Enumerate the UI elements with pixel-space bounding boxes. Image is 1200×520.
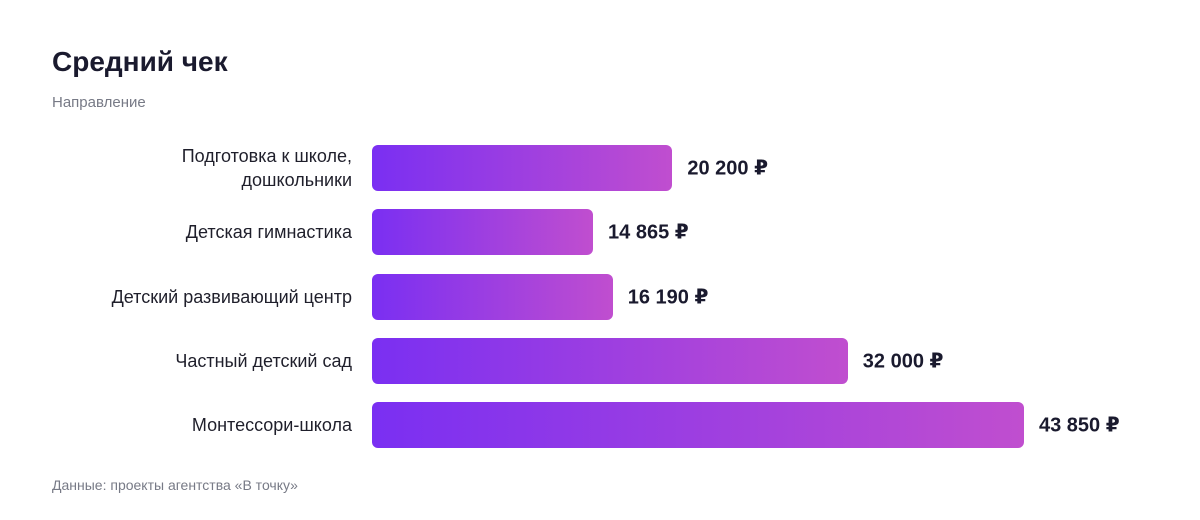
bar <box>372 273 613 320</box>
chart-title: Средний чек <box>52 46 228 77</box>
value-label: 43 850 ₽ <box>1039 414 1120 437</box>
category-label: Монтессори-школа <box>191 415 352 436</box>
category-label: Частный детский сад <box>175 350 352 371</box>
category-label: Подготовка к школе, дошкольники <box>181 146 352 190</box>
value-label: 32 000 ₽ <box>862 350 944 373</box>
value-label: 14 865 ₽ <box>608 221 689 244</box>
axis-label: Направление <box>52 94 146 111</box>
source-note: Данные: проекты агентства «В точку» <box>52 477 298 493</box>
bar <box>372 145 673 191</box>
category-label: Детский развивающий центр <box>111 286 352 307</box>
category-label: Детская гимнастика <box>185 222 352 243</box>
value-label: 20 200 ₽ <box>687 157 768 180</box>
bar <box>372 337 848 384</box>
bar <box>372 209 594 256</box>
bar <box>372 402 1024 449</box>
value-label: 16 190 ₽ <box>627 286 709 309</box>
